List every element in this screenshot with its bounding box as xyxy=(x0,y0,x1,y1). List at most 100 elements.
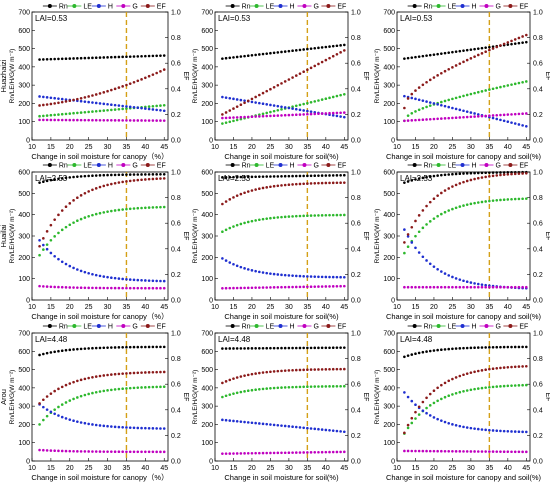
data-point-Rn xyxy=(272,51,276,55)
legend-label: H xyxy=(108,163,113,170)
data-point-H xyxy=(60,97,64,101)
y2-tick-label: 0.6 xyxy=(171,382,181,389)
data-point-LE xyxy=(45,243,49,246)
data-point-Rn xyxy=(235,55,239,59)
data-point-EF xyxy=(473,55,476,58)
data-point-Rn xyxy=(228,175,232,179)
data-point-LE xyxy=(425,105,428,109)
legend-item-EF: EF xyxy=(503,4,528,11)
data-point-G xyxy=(484,114,487,118)
data-point-EF xyxy=(294,368,298,372)
data-point-EF xyxy=(106,373,109,377)
data-point-EF xyxy=(53,218,56,221)
data-point-H xyxy=(132,278,136,282)
data-point-Rn xyxy=(283,174,287,178)
data-point-EF xyxy=(57,213,60,217)
data-point-EF xyxy=(258,371,261,375)
data-point-H xyxy=(162,109,166,113)
y2-axis-label: EF xyxy=(544,232,550,241)
series-Rn xyxy=(38,345,166,357)
data-point-EF xyxy=(451,377,454,381)
y-tick-label: 600 xyxy=(201,28,213,35)
data-point-G xyxy=(410,285,414,289)
data-point-EF xyxy=(339,51,342,54)
data-point-Rn xyxy=(525,40,528,44)
data-point-G xyxy=(403,285,406,289)
data-point-LE xyxy=(38,114,41,118)
x-tick-label: 10 xyxy=(28,465,36,472)
data-point-Rn xyxy=(261,175,265,178)
x-tick-label: 35 xyxy=(123,144,131,151)
legend-item-G: G xyxy=(297,4,319,11)
data-point-LE xyxy=(328,96,331,100)
data-point-H xyxy=(106,424,109,428)
data-point-G xyxy=(309,451,313,454)
data-point-LE xyxy=(421,107,425,110)
data-point-G xyxy=(421,449,425,453)
data-point-G xyxy=(517,450,521,454)
x-tick-label: 15 xyxy=(412,304,420,311)
data-point-LE xyxy=(117,208,121,212)
data-point-H xyxy=(68,418,72,421)
data-point-G xyxy=(155,119,158,122)
x-tick-label: 45 xyxy=(160,465,168,472)
y-tick-label: 0 xyxy=(209,138,213,145)
data-point-H xyxy=(269,103,272,107)
data-point-EF xyxy=(302,182,305,186)
data-point-EF xyxy=(125,372,128,375)
legend: Rn LE H G EF xyxy=(42,4,166,11)
data-point-EF xyxy=(403,431,406,435)
data-point-G xyxy=(224,116,228,120)
data-point-LE xyxy=(469,202,473,206)
data-point-EF xyxy=(339,367,342,371)
data-point-EF xyxy=(324,368,328,371)
data-point-H xyxy=(473,427,476,430)
data-point-Rn xyxy=(513,42,517,45)
legend-item-EF: EF xyxy=(140,324,166,331)
data-point-EF xyxy=(83,191,87,195)
data-point-G xyxy=(147,286,151,290)
data-point-Rn xyxy=(265,175,269,178)
data-point-G xyxy=(87,286,90,290)
data-point-Rn xyxy=(510,42,513,46)
data-point-LE xyxy=(155,205,158,209)
data-point-EF xyxy=(324,58,328,62)
data-point-Rn xyxy=(64,176,68,180)
data-point-Rn xyxy=(328,45,331,48)
data-point-H xyxy=(83,270,87,274)
data-point-H xyxy=(57,257,60,261)
data-point-LE xyxy=(436,214,439,218)
data-point-LE xyxy=(94,109,98,113)
data-point-EF xyxy=(235,194,239,197)
data-point-G xyxy=(320,450,324,454)
x-tick-label: 30 xyxy=(467,144,475,151)
data-point-H xyxy=(232,262,235,266)
data-point-LE xyxy=(447,209,451,212)
data-point-LE xyxy=(417,413,421,416)
data-point-G xyxy=(110,286,113,290)
data-point-G xyxy=(79,118,83,122)
data-point-Rn xyxy=(49,57,53,61)
y-axis-label: Rn/LE/H/G(W m⁻²) xyxy=(9,49,16,104)
data-point-LE xyxy=(42,418,45,422)
data-point-G xyxy=(45,118,49,122)
data-point-Rn xyxy=(76,57,79,60)
series-LE xyxy=(38,103,166,118)
y-tick-label: 0 xyxy=(391,138,395,145)
data-point-G xyxy=(280,114,283,117)
data-point-Rn xyxy=(499,345,502,349)
data-point-Rn xyxy=(454,347,458,350)
y-tick-label: 500 xyxy=(18,367,30,374)
data-point-Rn xyxy=(488,45,491,49)
data-point-LE xyxy=(228,226,232,230)
y-tick-label: 300 xyxy=(18,83,30,90)
data-point-G xyxy=(436,117,439,121)
data-point-EF xyxy=(320,181,324,185)
data-point-H xyxy=(403,94,406,98)
legend-label: H xyxy=(472,4,477,11)
data-point-Rn xyxy=(128,55,132,58)
y2-tick-label: 1.0 xyxy=(171,170,181,177)
data-point-H xyxy=(451,423,454,426)
legend-item-H: H xyxy=(91,324,113,331)
data-point-LE xyxy=(488,88,491,91)
